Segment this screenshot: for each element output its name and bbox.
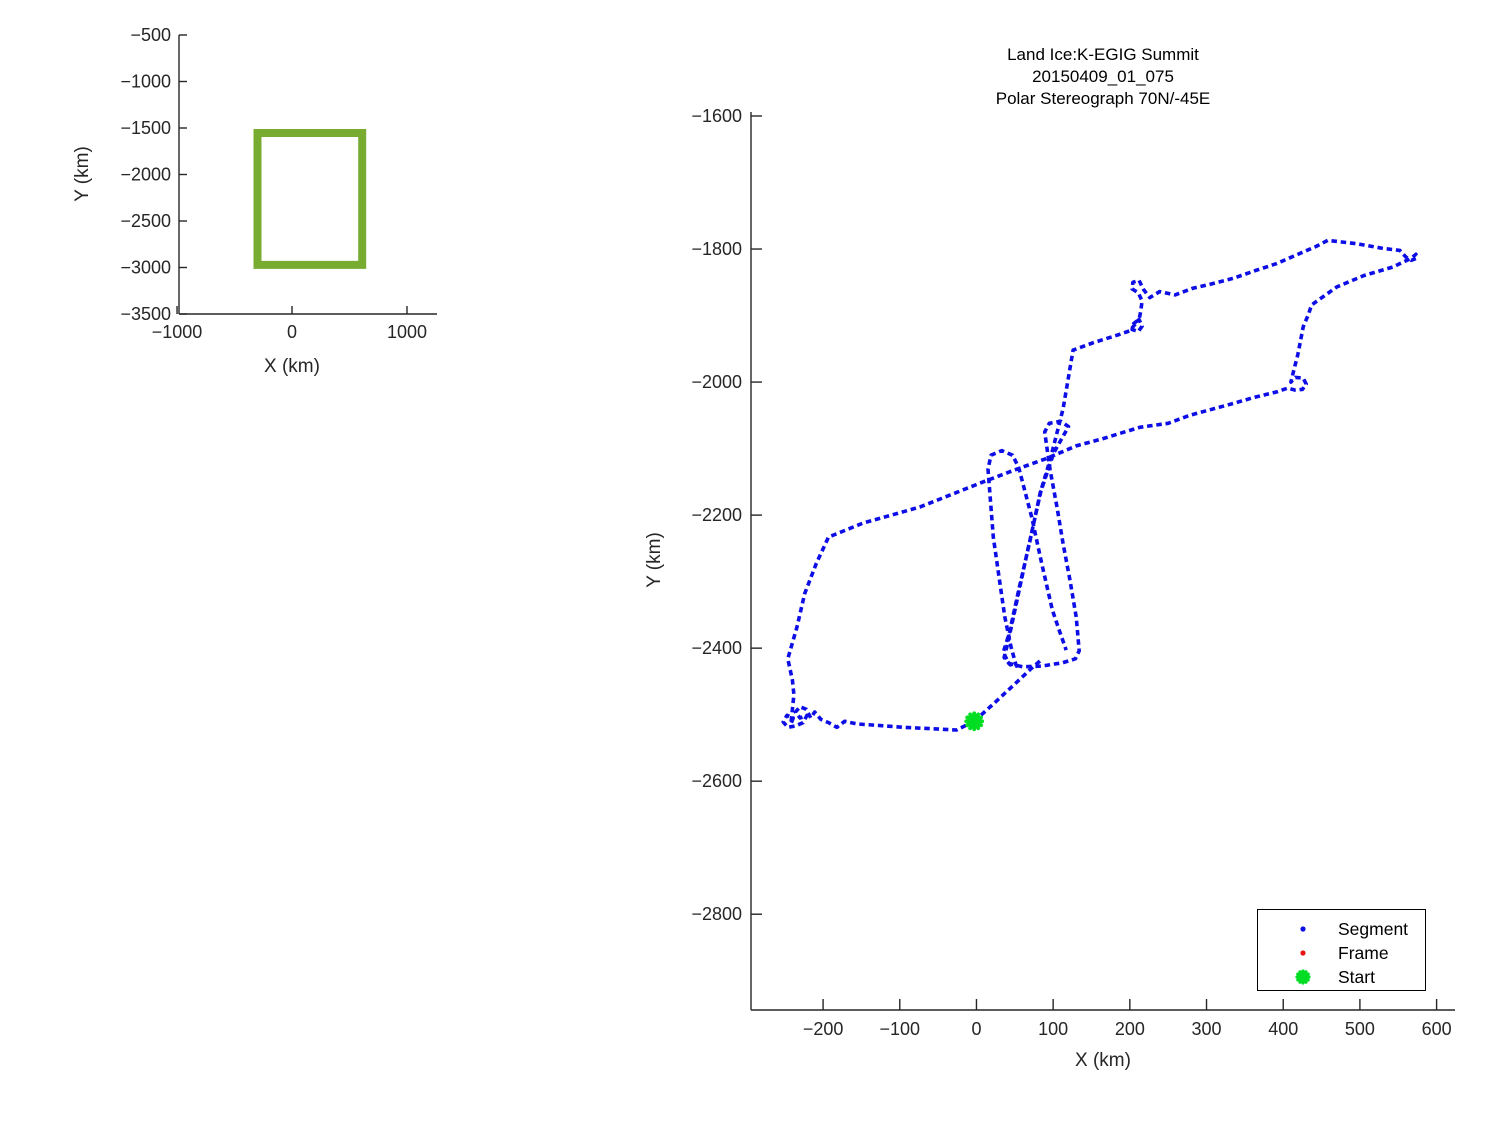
overview-ytick-label: −3000 [120,258,171,278]
start-marker [964,711,985,732]
segment-marker-icon [1294,920,1312,938]
start-marker-glyph [1295,969,1311,985]
legend-row-segment: Segment [1258,917,1425,941]
overview-ytick-label: −500 [130,25,171,45]
main-ytick-label: −1600 [691,106,742,126]
main-xtick-label: 200 [1115,1019,1145,1039]
main-xtick-label: 0 [971,1019,981,1039]
start-marker-icon [1294,968,1312,986]
title-line-1: Land Ice:K-EGIG Summit [1007,45,1199,64]
main-ytick-label: −2800 [691,904,742,924]
legend-row-start: Start [1258,965,1425,989]
main-ylabel: Y (km) [644,532,665,588]
main-xtick-label: −100 [880,1019,921,1039]
main-ytick-label: −2600 [691,771,742,791]
overview-ytick-label: −1000 [120,72,171,92]
overview-ytick-label: −3500 [120,304,171,324]
main-ytick-label: −2000 [691,372,742,392]
overview-xlabel: X (km) [264,356,320,377]
main-xtick-label: 500 [1345,1019,1375,1039]
main-plot-title: Land Ice:K-EGIG Summit 20150409_01_075 P… [903,44,1303,110]
main-xlabel: X (km) [1075,1050,1131,1071]
title-line-3: Polar Stereograph 70N/-45E [995,89,1211,108]
main-xtick-label: 400 [1268,1019,1298,1039]
title-line-2: 20150409_01_075 [1032,67,1174,86]
main-ytick-label: −2400 [691,638,742,658]
legend-label-frame: Frame [1338,942,1389,963]
overview-ytick-label: −2500 [120,211,171,231]
main-xtick-label: 600 [1422,1019,1452,1039]
legend-row-frame: Frame [1258,941,1425,965]
overview-ytick-label: −1500 [120,118,171,138]
legend-label-segment: Segment [1338,918,1409,939]
segment-track-approach [972,658,1043,723]
main-xtick-label: 300 [1192,1019,1222,1039]
overview-xtick-label: 0 [287,322,297,342]
legend-label-start: Start [1338,966,1375,987]
main-xtick-label: 100 [1038,1019,1068,1039]
overview-xtick-label: 1000 [387,322,427,342]
overview-plot: −500−1000−1500−2000−2500−3000−3500−1000 0… [120,25,437,342]
segment-track-main [781,238,1419,732]
main-ytick-label: −2200 [691,505,742,525]
overview-ytick-label: −2000 [120,165,171,185]
main-ytick-label: −1800 [691,239,742,259]
main-xtick-label: −200 [803,1019,844,1039]
coverage-box [253,129,367,269]
frame-marker-icon [1294,944,1312,962]
legend[interactable]: Segment Frame Start [1257,909,1426,991]
overview-xtick-label: −1000 [152,322,203,342]
